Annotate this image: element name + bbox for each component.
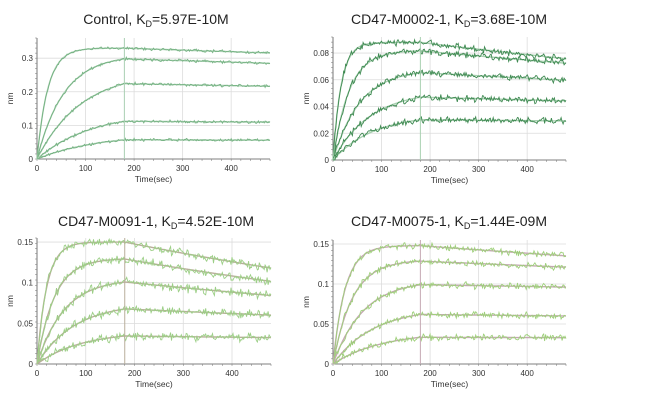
chart-title-text: CD47-M0075-1, K [351,213,464,229]
y-tick-label: 0.02 [313,129,329,138]
y-tick-label: 0.1 [22,279,34,288]
raw-curve-conc-2 [36,56,271,159]
raw-curve-conc-5 [36,137,271,160]
x-tick-label: 100 [375,369,389,378]
y-tick-label: 0.06 [313,76,329,85]
chart-panel-2: CD47-M0002-1, KD=3.68E-10M 0 100 200 300 400 0… [301,11,567,185]
chart-title-subscript: D [464,221,471,231]
raw-curve-conc-4 [36,119,271,160]
y-tick-label: 0.2 [22,88,34,97]
raw-curve-conc-3 [36,81,271,159]
y-tick-label: 0.05 [17,319,33,328]
y-axis-label: nm [5,93,15,105]
x-tick-label: 400 [520,165,534,174]
x-tick-label: 400 [224,164,238,173]
raw-curve-conc-3 [37,276,272,365]
raw-curve-conc-2 [36,255,272,365]
raw-curve-conc-1 [36,46,271,159]
x-tick-label: 100 [79,164,93,173]
chart-title-kd-value: =3.68E-10M [470,11,547,27]
chart-title-text: CD47-M0091-1, K [58,213,171,229]
x-tick-label: 400 [520,369,534,378]
y-tick-label: 0 [325,360,330,369]
y-tick-label: 0.15 [313,240,329,249]
x-tick-label: 300 [176,164,190,173]
y-tick-label: 0.15 [17,238,33,247]
chart-title: CD47-M0091-1, KD=4.52E-10M [58,213,254,231]
x-tick-label: 200 [423,165,437,174]
raw-curve-conc-2 [332,47,567,161]
chart-title-kd-value: =1.44E-09M [470,213,547,229]
x-tick-label: 200 [423,369,437,378]
raw-curve-conc-1 [332,241,567,363]
x-axis-label: Time(sec) [135,379,173,389]
x-tick-label: 0 [35,369,40,378]
chart-panel-3: CD47-M0091-1, KD=4.52E-10M 0 100 200 300 400 0… [5,213,272,389]
y-axis-label: nm [301,93,311,105]
chart-title-subscript: D [146,19,153,29]
y-tick-label: 0.1 [22,121,34,130]
x-tick-label: 100 [79,369,93,378]
y-axis-label: nm [5,295,15,307]
raw-curve-conc-5 [36,331,272,365]
chart-title-text: Control, K [83,11,146,27]
fit-curve-conc-1 [332,245,567,365]
raw-curve-conc-4 [36,304,272,365]
y-tick-label: 0.3 [22,54,34,63]
raw-curve-conc-1 [36,237,272,365]
raw-curve-conc-5 [333,115,567,161]
raw-curve-conc-4 [332,93,567,161]
chart-title-subscript: D [171,221,178,231]
x-tick-label: 400 [225,369,239,378]
x-axis-label: Time(sec) [431,379,469,389]
y-tick-label: 0.05 [313,320,329,329]
y-axis-label: nm [301,296,311,308]
x-tick-label: 0 [331,369,336,378]
y-tick-label: 0.04 [313,103,329,112]
y-tick-label: 0 [325,156,330,165]
fit-curve-conc-1 [36,241,272,365]
x-axis-label: Time(sec) [431,175,469,185]
chart-title: Control, KD=5.97E-10M [83,11,228,29]
chart-title-text: CD47-M0002-1, K [351,11,464,27]
chart-title: CD47-M0002-1, KD=3.68E-10M [351,11,547,29]
raw-curve-conc-1 [332,38,567,161]
y-tick-label: 0 [29,360,34,369]
x-axis-label: Time(sec) [135,174,173,184]
raw-curve-conc-4 [332,310,567,365]
x-tick-label: 0 [35,164,40,173]
chart-panel-1: Control, KD=5.97E-10M 0 100 200 300 400 0 0.1 0.… [5,11,271,184]
raw-curve-conc-3 [332,69,567,161]
chart-title-subscript: D [464,19,471,29]
x-tick-label: 0 [331,165,336,174]
y-tick-label: 0.08 [313,49,329,58]
raw-curve-conc-5 [332,332,567,365]
x-tick-label: 200 [128,369,142,378]
x-tick-label: 300 [177,369,191,378]
y-tick-label: 0 [29,155,34,164]
fit-curve-conc-5 [36,139,270,160]
chart-panel-4: CD47-M0075-1, KD=1.44E-09M 0 100 200 300 400 0… [301,213,567,389]
raw-curve-conc-2 [332,257,567,363]
chart-title-kd-value: =5.97E-10M [152,11,229,27]
x-tick-label: 300 [472,165,486,174]
chart-title: CD47-M0075-1, KD=1.44E-09M [351,213,547,231]
raw-curve-conc-3 [332,280,567,363]
y-tick-label: 0.1 [318,280,330,289]
x-tick-label: 100 [375,165,389,174]
x-tick-label: 200 [127,164,141,173]
chart-title-kd-value: =4.52E-10M [177,213,254,229]
x-tick-label: 300 [472,369,486,378]
